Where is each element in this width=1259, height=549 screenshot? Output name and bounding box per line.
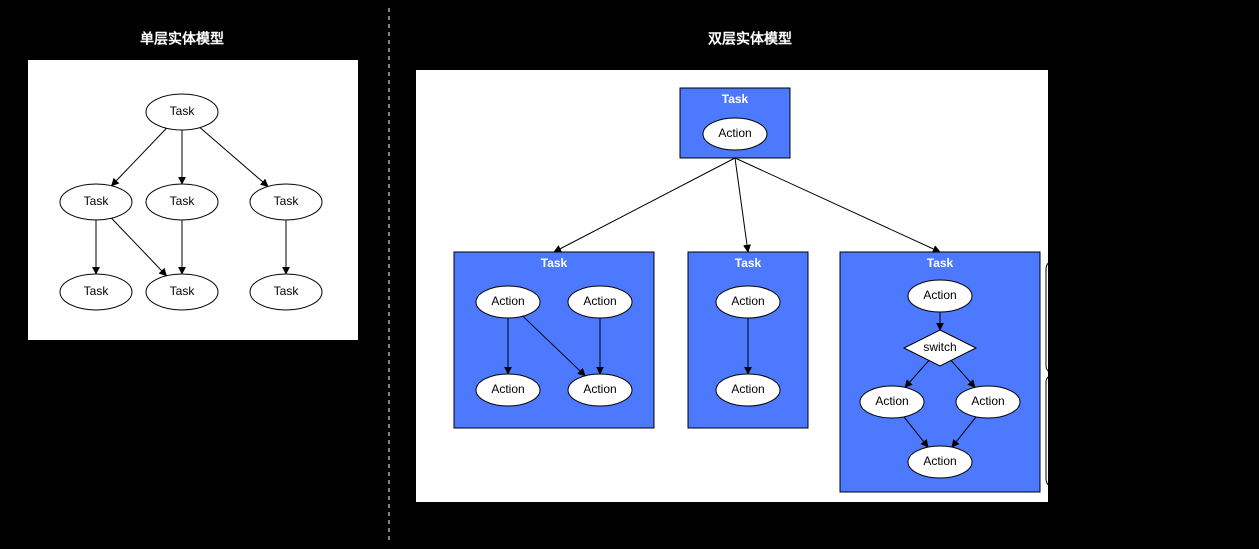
task-node: Task [250, 274, 322, 310]
task-node-label: Task [170, 194, 196, 208]
action-node-label: Action [731, 294, 764, 308]
task-node: Task [146, 94, 218, 130]
action-node: Action [860, 386, 924, 418]
task-node-label: Task [274, 284, 300, 298]
left-title: 单层实体模型 [140, 31, 224, 47]
task-box-label: Task [722, 92, 749, 106]
task-box: Task [454, 252, 654, 428]
action-node: Action [908, 280, 972, 312]
task-node: Task [146, 184, 218, 220]
action-node: Action [703, 118, 767, 150]
rules-title: 内部可支持多种触发规则 [1068, 287, 1200, 302]
task-node: Task [146, 274, 218, 310]
rules-item: 2. ANY_SUCCESS [1068, 332, 1170, 346]
task-node-label: Task [84, 194, 110, 208]
rules-item: 1. ALL_SUCCESS [1068, 310, 1167, 324]
rules-item: 4. ANY_FAIL [1068, 376, 1137, 390]
task-node-label: Task [170, 284, 196, 298]
action-node-label: Action [923, 288, 956, 302]
task-node-label: Task [274, 194, 300, 208]
action-node-label: Action [718, 126, 751, 140]
rules-list: 内部可支持多种触发规则 1. ALL_SUCCESS 2. ANY_SUCCESS 3… [1068, 287, 1200, 434]
action-node-label: Action [875, 394, 908, 408]
action-node-label: Action [971, 394, 1004, 408]
rules-brace [1046, 262, 1060, 486]
task-node-label: Task [84, 284, 110, 298]
rules-item: 3. ALL_FAIL [1068, 354, 1134, 368]
right-title: 双层实体模型 [708, 31, 792, 47]
task-node: Task [60, 274, 132, 310]
action-node-label: Action [491, 382, 524, 396]
action-node: Action [568, 374, 632, 406]
action-node-label: Action [583, 382, 616, 396]
action-node-label: Action [923, 454, 956, 468]
switch-node-label: switch [923, 340, 956, 354]
task-box-label: Task [541, 256, 568, 270]
action-node: Action [956, 386, 1020, 418]
action-node-label: Action [491, 294, 524, 308]
action-node: Action [476, 374, 540, 406]
rules-item: 5. NONE_FAIL [1068, 398, 1148, 412]
action-node: Action [568, 286, 632, 318]
action-node-label: Action [583, 294, 616, 308]
action-node: Action [716, 286, 780, 318]
action-node: Action [908, 446, 972, 478]
task-box-label: Task [927, 256, 954, 270]
task-node: Task [60, 184, 132, 220]
task-node: Task [250, 184, 322, 220]
action-node: Action [716, 374, 780, 406]
rules-item: 6. ALL_DONE [1068, 420, 1143, 434]
diagram-canvas: 单层实体模型 双层实体模型 Task Task Task Task Task Task Task… [0, 0, 1259, 549]
task-node-label: Task [170, 104, 196, 118]
task-box-label: Task [735, 256, 762, 270]
action-node: Action [476, 286, 540, 318]
action-node-label: Action [731, 382, 764, 396]
